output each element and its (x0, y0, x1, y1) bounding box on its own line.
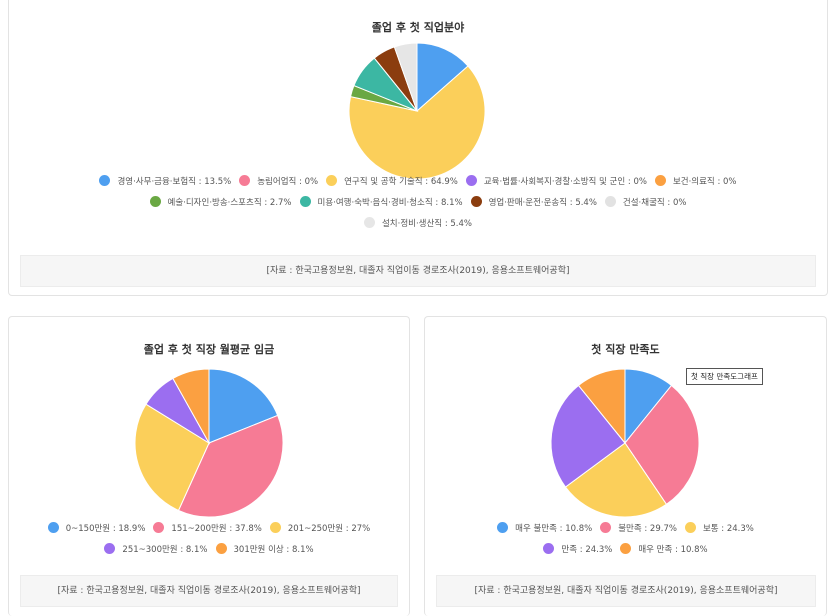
source-note: [자료 : 한국고용정보원, 대졸자 직업이동 경로조사(2019), 응용소프… (20, 255, 816, 287)
pie-slice-2 (564, 442, 668, 518)
pie-chart-wage (134, 368, 284, 518)
legend-swatch (269, 522, 281, 533)
legend-row: 매우 불만족 : 10.8% 불만족 : 29.7% 보통 : 24.3% (425, 519, 826, 540)
chart-title: 첫 직장 만족도 (591, 343, 660, 356)
legend-swatch (239, 175, 251, 186)
legend-label: 151~200만원 : 37.8% (171, 524, 262, 534)
legend-label: 경영·사무·금융·보험직 : 13.5% (117, 177, 232, 187)
legend-label: 251~300만원 : 8.1% (122, 545, 208, 555)
legend-swatch (326, 175, 338, 186)
legend-label: 매우 만족 : 10.8% (638, 545, 708, 555)
legend-label: 교육·법률·사회복지·경찰·소방직 및 군인 : 0% (483, 177, 647, 187)
legend-row: 만족 : 24.3% 매우 만족 : 10.8% (425, 540, 826, 561)
pie-slice-9 (393, 42, 418, 112)
legend-item[interactable]: 251~300만원 : 8.1% (104, 540, 208, 561)
legend-swatch (604, 196, 616, 207)
chart-tooltip: 첫 직장 만족도그래프 (686, 368, 763, 385)
legend-row: 예술·디자인·방송·스포츠직 : 2.7% 미용·여행·숙박·음식·경비·청소직 … (9, 193, 827, 214)
legend-swatch (684, 522, 696, 533)
legend-item[interactable]: 0~150만원 : 18.9% (47, 519, 146, 540)
legend-label: 농림어업직 : 0% (257, 177, 319, 187)
legend-swatch (149, 196, 161, 207)
legend-label: 건설·채굴직 : 0% (622, 198, 687, 208)
legend-label: 연구직 및 공학 기술직 : 64.9% (344, 177, 458, 187)
chart-legend: 0~150만원 : 18.9% 151~200만원 : 37.8% 201~250만… (9, 519, 409, 561)
legend-item[interactable]: 201~250만원 : 27% (269, 519, 371, 540)
legend-row: 0~150만원 : 18.9% 151~200만원 : 37.8% 201~250만… (9, 519, 409, 540)
pie-slice-3 (550, 384, 626, 488)
legend-item[interactable]: 예술·디자인·방송·스포츠직 : 2.7% (149, 193, 292, 214)
legend-swatch (470, 196, 482, 207)
legend-label: 보통 : 24.3% (702, 524, 754, 534)
legend-label: 301만원 이상 : 8.1% (233, 545, 314, 555)
pie-slice-2 (348, 65, 486, 180)
legend-item[interactable]: 건설·채굴직 : 0% (604, 193, 687, 214)
chart-card-job-field: 졸업 후 첫 직업분야 경영·사무·금융·보험직 : 13.5% 농림어업직 : … (8, 0, 828, 296)
legend-label: 영업·판매·운전·운송직 : 5.4% (488, 198, 597, 208)
legend-item[interactable]: 보건·의료직 : 0% (654, 172, 737, 193)
pie-chart-satisfaction (550, 368, 700, 518)
legend-label: 201~250만원 : 27% (287, 524, 371, 534)
chart-card-wage: 졸업 후 첫 직장 월평균 임금 0~150만원 : 18.9% 151~200만… (8, 316, 410, 616)
legend-item[interactable]: 영업·판매·운전·운송직 : 5.4% (470, 193, 597, 214)
legend-swatch (465, 175, 477, 186)
legend-swatch (153, 522, 165, 533)
legend-swatch (215, 543, 227, 554)
pie-slice-0 (208, 368, 279, 444)
source-note: [자료 : 한국고용정보원, 대졸자 직업이동 경로조사(2019), 응용소프… (20, 575, 398, 607)
legend-label: 보건·의료직 : 0% (672, 177, 737, 187)
chart-title: 졸업 후 첫 직장 월평균 임금 (143, 343, 275, 356)
legend-swatch (600, 522, 612, 533)
pie-slice-0 (416, 42, 469, 113)
legend-label: 미용·여행·숙박·음식·경비·청소직 : 8.1% (317, 198, 463, 208)
legend-row: 설치·정비·생산직 : 5.4% (9, 214, 827, 235)
legend-swatch (543, 543, 555, 554)
pie-chart-job-field (348, 42, 486, 180)
chart-legend: 매우 불만족 : 10.8% 불만족 : 29.7% 보통 : 24.3% 만족 : … (425, 519, 826, 561)
legend-item[interactable]: 경영·사무·금융·보험직 : 13.5% (99, 172, 231, 193)
legend-label: 불만족 : 29.7% (618, 524, 677, 534)
legend-item[interactable]: 연구직 및 공학 기술직 : 64.9% (326, 172, 458, 193)
legend-label: 매우 불만족 : 10.8% (515, 524, 593, 534)
legend-row: 251~300만원 : 8.1% 301만원 이상 : 8.1% (9, 540, 409, 561)
legend-item[interactable]: 교육·법률·사회복지·경찰·소방직 및 군인 : 0% (465, 172, 647, 193)
chart-title: 졸업 후 첫 직업분야 (371, 21, 465, 34)
legend-swatch (620, 543, 632, 554)
legend-row: 경영·사무·금융·보험직 : 13.5% 농림어업직 : 0% 연구직 및 공학 기… (9, 172, 827, 193)
legend-item[interactable]: 설치·정비·생산직 : 5.4% (363, 214, 472, 235)
legend-label: 0~150만원 : 18.9% (65, 524, 146, 534)
chart-card-satisfaction: 첫 직장 만족도 첫 직장 만족도그래프 매우 불만족 : 10.8% 불만족 :… (424, 316, 827, 616)
legend-item[interactable]: 보통 : 24.3% (684, 519, 754, 540)
chart-legend: 경영·사무·금융·보험직 : 13.5% 농림어업직 : 0% 연구직 및 공학 기… (9, 172, 827, 235)
legend-label: 설치·정비·생산직 : 5.4% (381, 219, 472, 229)
legend-item[interactable]: 매우 만족 : 10.8% (620, 540, 708, 561)
legend-item[interactable]: 151~200만원 : 37.8% (153, 519, 262, 540)
legend-swatch (654, 175, 666, 186)
legend-item[interactable]: 매우 불만족 : 10.8% (497, 519, 592, 540)
pie-slice-2 (134, 403, 210, 512)
pie-slice-4 (172, 368, 210, 445)
legend-swatch (104, 543, 116, 554)
legend-item[interactable]: 301만원 이상 : 8.1% (215, 540, 314, 561)
pie-slice-1 (624, 384, 700, 506)
legend-item[interactable]: 미용·여행·숙박·음식·경비·청소직 : 8.1% (299, 193, 463, 214)
legend-swatch (497, 522, 509, 533)
legend-swatch (363, 217, 375, 228)
legend-label: 예술·디자인·방송·스포츠직 : 2.7% (167, 198, 292, 208)
pie-slice-4 (577, 368, 626, 445)
legend-swatch (99, 175, 111, 186)
legend-item[interactable]: 불만족 : 29.7% (600, 519, 677, 540)
legend-swatch (299, 196, 311, 207)
legend-item[interactable]: 농림어업직 : 0% (239, 172, 318, 193)
pie-slice-1 (177, 414, 284, 518)
source-note: [자료 : 한국고용정보원, 대졸자 직업이동 경로조사(2019), 응용소프… (436, 575, 816, 607)
legend-swatch (47, 522, 59, 533)
legend-item[interactable]: 만족 : 24.3% (543, 540, 612, 561)
legend-label: 만족 : 24.3% (561, 545, 613, 555)
